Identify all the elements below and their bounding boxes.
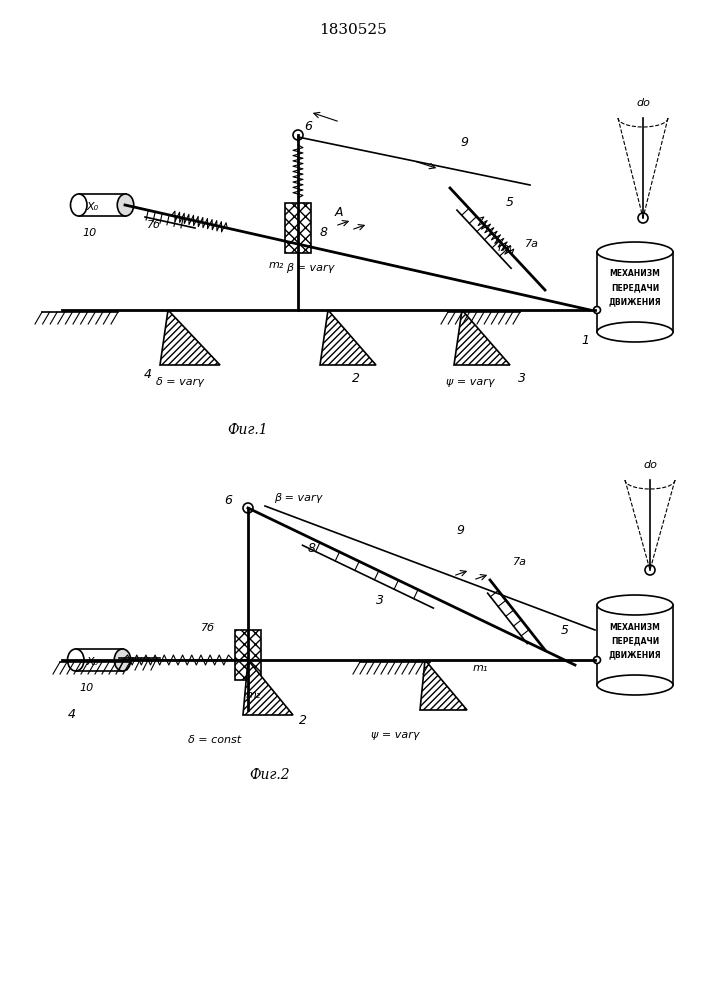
Text: 1: 1 bbox=[581, 334, 589, 347]
Text: m₂: m₂ bbox=[245, 690, 261, 700]
Circle shape bbox=[645, 565, 655, 575]
Text: X₀: X₀ bbox=[87, 202, 99, 212]
Text: 3: 3 bbox=[376, 593, 384, 606]
Bar bbox=[76, 649, 122, 671]
Text: β = varγ: β = varγ bbox=[286, 263, 334, 273]
Text: 7a: 7a bbox=[525, 239, 539, 249]
Text: m₁: m₁ bbox=[497, 243, 513, 253]
Text: МЕХАНИЗМ: МЕХАНИЗМ bbox=[609, 622, 660, 632]
Text: МЕХАНИЗМ: МЕХАНИЗМ bbox=[609, 269, 660, 278]
Polygon shape bbox=[420, 660, 467, 710]
Text: Фиг.2: Фиг.2 bbox=[250, 768, 291, 782]
Bar bbox=[597, 252, 673, 332]
Polygon shape bbox=[160, 310, 220, 365]
Text: Фиг.1: Фиг.1 bbox=[228, 423, 269, 437]
Ellipse shape bbox=[597, 675, 673, 695]
Text: 10: 10 bbox=[80, 683, 94, 693]
Text: 7б: 7б bbox=[201, 623, 215, 633]
Text: δ = varγ: δ = varγ bbox=[156, 377, 204, 387]
Text: ψ = varγ: ψ = varγ bbox=[445, 377, 494, 387]
Circle shape bbox=[593, 306, 600, 314]
Text: m₂: m₂ bbox=[269, 260, 284, 270]
Polygon shape bbox=[243, 660, 293, 715]
Text: 8: 8 bbox=[320, 227, 328, 239]
Ellipse shape bbox=[71, 194, 87, 216]
Circle shape bbox=[638, 213, 648, 223]
Text: ДВИЖЕНИЯ: ДВИЖЕНИЯ bbox=[609, 298, 661, 306]
Text: 7б: 7б bbox=[146, 221, 160, 231]
Bar bbox=[597, 605, 673, 685]
Text: X₀: X₀ bbox=[87, 657, 99, 667]
Text: A: A bbox=[334, 207, 344, 220]
Text: m₁: m₁ bbox=[472, 663, 488, 673]
Text: do: do bbox=[636, 98, 650, 108]
Ellipse shape bbox=[115, 649, 131, 671]
Text: ПЕРЕДАЧИ: ПЕРЕДАЧИ bbox=[611, 284, 659, 292]
Text: 6: 6 bbox=[224, 493, 232, 506]
Ellipse shape bbox=[597, 595, 673, 615]
Text: β = varγ: β = varγ bbox=[274, 493, 322, 503]
Text: 4: 4 bbox=[144, 368, 152, 381]
Ellipse shape bbox=[597, 242, 673, 262]
Text: 10: 10 bbox=[83, 228, 97, 238]
Text: 9: 9 bbox=[460, 136, 468, 149]
Text: ПЕРЕДАЧИ: ПЕРЕДАЧИ bbox=[611, 637, 659, 646]
Circle shape bbox=[593, 656, 600, 664]
Text: 9: 9 bbox=[456, 524, 464, 536]
Text: 5: 5 bbox=[506, 196, 514, 210]
Text: 6: 6 bbox=[304, 120, 312, 133]
Text: ψ = varγ: ψ = varγ bbox=[370, 730, 419, 740]
Text: 2: 2 bbox=[299, 714, 307, 726]
Ellipse shape bbox=[67, 649, 84, 671]
Text: ДВИЖЕНИЯ: ДВИЖЕНИЯ bbox=[609, 650, 661, 660]
Bar bbox=[78, 194, 126, 216]
Text: 1830525: 1830525 bbox=[319, 23, 387, 37]
Text: δ = const: δ = const bbox=[189, 735, 242, 745]
Bar bbox=[285, 203, 311, 253]
Text: do: do bbox=[643, 460, 657, 470]
Bar bbox=[235, 630, 261, 680]
Text: 7a: 7a bbox=[513, 557, 527, 567]
Text: 5: 5 bbox=[561, 624, 569, 637]
Text: 2: 2 bbox=[352, 371, 360, 384]
Ellipse shape bbox=[117, 194, 134, 216]
Text: 8: 8 bbox=[308, 542, 316, 554]
Circle shape bbox=[243, 503, 253, 513]
Polygon shape bbox=[454, 310, 510, 365]
Ellipse shape bbox=[597, 322, 673, 342]
Text: 4: 4 bbox=[68, 708, 76, 722]
Polygon shape bbox=[320, 310, 376, 365]
Text: 3: 3 bbox=[518, 371, 526, 384]
Circle shape bbox=[293, 130, 303, 140]
